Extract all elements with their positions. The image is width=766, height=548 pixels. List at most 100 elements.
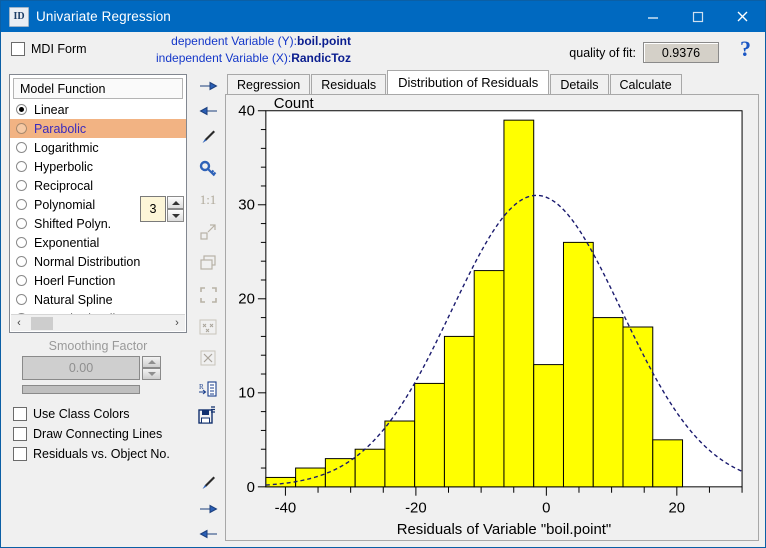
title-bar: ID Univariate Regression: [1, 1, 765, 32]
model-item-label: Polynomial: [34, 197, 96, 212]
model-item-linear[interactable]: Linear: [10, 100, 186, 119]
radio-natural-spline[interactable]: [16, 294, 27, 305]
svg-text:0: 0: [542, 501, 550, 517]
fullscreen-icon[interactable]: [193, 282, 223, 308]
arrow-left-blue-icon[interactable]: [193, 521, 223, 547]
scrollbar-track[interactable]: [27, 316, 169, 330]
polynomial-degree-value[interactable]: 3: [140, 196, 166, 222]
model-item-parabolic[interactable]: Parabolic: [10, 119, 186, 138]
pen-icon[interactable]: [193, 124, 223, 150]
radio-linear[interactable]: [16, 104, 27, 115]
radio-hoerl-function[interactable]: [16, 275, 27, 286]
svg-text:-20: -20: [405, 501, 427, 517]
display-options: Use Class Colors Draw Connecting Lines R…: [13, 404, 191, 464]
variables-info: dependent Variable (Y):boil.point indepe…: [141, 33, 351, 66]
model-item-hoerl-function[interactable]: Hoerl Function: [10, 271, 186, 290]
polynomial-degree-buttons[interactable]: [167, 196, 184, 222]
expand-arrow-icon[interactable]: [193, 219, 223, 245]
close-button[interactable]: [720, 1, 765, 32]
model-item-hyperbolic[interactable]: Hyperbolic: [10, 157, 186, 176]
independent-variable-label: independent Variable (X):: [156, 50, 292, 65]
help-icon[interactable]: ?: [740, 36, 751, 61]
save-icon[interactable]: [193, 403, 223, 429]
use-class-colors-checkbox[interactable]: [13, 407, 27, 421]
triangle-up-icon: [147, 360, 156, 364]
model-item-reciprocal[interactable]: Reciprocal: [10, 176, 186, 195]
quality-of-fit: quality of fit: 0.9376: [569, 42, 719, 63]
radio-parabolic[interactable]: [16, 123, 27, 134]
radio-logarithmic[interactable]: [16, 142, 27, 153]
tab-calculate[interactable]: Calculate: [609, 74, 682, 94]
scroll-right-icon[interactable]: ›: [175, 316, 179, 329]
model-function-items: Linear Parabolic Logarithmic Hyperbolic …: [10, 99, 186, 328]
model-item-label: Parabolic: [34, 121, 87, 136]
mdi-form-checkbox-box[interactable]: [11, 42, 25, 56]
histogram-chart: 0 10 20 30 40 -40 -20 0 20 Count Residuals of Vari…: [226, 95, 758, 540]
triangle-down-icon: [171, 213, 180, 218]
tab-distribution-of-residuals[interactable]: Distribution of Residuals: [387, 70, 550, 94]
model-item-normal-distribution[interactable]: Normal Distribution: [10, 252, 186, 271]
svg-text:Residuals of Variable "boil.po: Residuals of Variable "boil.point": [397, 522, 612, 538]
tab-regression[interactable]: Regression: [227, 74, 311, 94]
scroll-left-icon[interactable]: ‹: [17, 316, 21, 329]
radio-normal-distribution[interactable]: [16, 256, 27, 267]
option-label: Draw Connecting Lines: [33, 427, 163, 441]
main-body: Model Function Linear Parabolic Logarith…: [1, 70, 765, 547]
scrollbar-thumb[interactable]: [31, 317, 53, 330]
model-item-label: Reciprocal: [34, 178, 94, 193]
tab-residuals[interactable]: Residuals: [311, 74, 387, 94]
smoothing-factor-label: Smoothing Factor: [48, 339, 148, 353]
option-label: Use Class Colors: [33, 407, 130, 421]
radio-reciprocal[interactable]: [16, 180, 27, 191]
model-item-label: Natural Spline: [34, 292, 113, 307]
eyedropper-icon[interactable]: [193, 470, 223, 496]
minimize-button[interactable]: [630, 1, 675, 32]
svg-text:0: 0: [247, 480, 255, 496]
svg-text:40: 40: [238, 104, 255, 120]
radio-hyperbolic[interactable]: [16, 161, 27, 172]
option-residuals-vs-object-no[interactable]: Residuals vs. Object No.: [13, 444, 191, 464]
radio-polynomial[interactable]: [16, 199, 27, 210]
svg-text:20: 20: [669, 501, 686, 517]
key-icon[interactable]: [193, 156, 223, 182]
left-panel: Model Function Linear Parabolic Logarith…: [1, 70, 191, 547]
tab-details[interactable]: Details: [550, 74, 609, 94]
maximize-button[interactable]: [675, 1, 720, 32]
quality-of-fit-value: 0.9376: [643, 42, 719, 63]
svg-text:10: 10: [238, 386, 255, 402]
app-icon: ID: [9, 6, 29, 27]
model-item-label: Hyperbolic: [34, 159, 94, 174]
export-rows-icon[interactable]: R: [193, 377, 223, 403]
listbox-horizontal-scrollbar[interactable]: ‹ ›: [11, 314, 185, 331]
stepper-down-button[interactable]: [167, 209, 184, 222]
model-item-natural-spline[interactable]: Natural Spline: [10, 290, 186, 309]
model-item-polynomial[interactable]: Polynomial: [10, 195, 186, 214]
option-use-class-colors[interactable]: Use Class Colors: [13, 404, 191, 424]
delete-icon[interactable]: [193, 345, 223, 371]
option-draw-connecting-lines[interactable]: Draw Connecting Lines: [13, 424, 191, 444]
radio-exponential[interactable]: [16, 237, 27, 248]
model-item-label: Linear: [34, 102, 69, 117]
smoothing-factor-value: 0.00: [22, 356, 140, 380]
quality-of-fit-label: quality of fit:: [569, 45, 636, 60]
copy-window-icon[interactable]: [193, 251, 223, 277]
model-item-logarithmic[interactable]: Logarithmic: [10, 138, 186, 157]
smoothing-up-button: [142, 356, 161, 368]
triangle-up-icon: [171, 200, 180, 205]
model-item-shifted-polyn[interactable]: Shifted Polyn.: [10, 214, 186, 233]
residuals-vs-object-no-checkbox[interactable]: [13, 447, 27, 461]
arrow-left-icon[interactable]: [193, 99, 223, 125]
arrow-right-blue-icon[interactable]: [193, 496, 223, 522]
model-item-exponential[interactable]: Exponential: [10, 233, 186, 252]
polynomial-degree-stepper[interactable]: 3: [140, 196, 184, 222]
model-item-label: Exponential: [34, 235, 100, 250]
one-to-one-icon[interactable]: 1:1: [199, 192, 217, 208]
arrow-right-icon[interactable]: [193, 73, 223, 99]
draw-connecting-lines-checkbox[interactable]: [13, 427, 27, 441]
vertical-toolbar: 1:1 R: [191, 70, 225, 547]
select-points-icon[interactable]: [193, 314, 223, 340]
radio-shifted-polyn[interactable]: [16, 218, 27, 229]
mdi-form-checkbox[interactable]: MDI Form: [11, 42, 87, 56]
stepper-up-button[interactable]: [167, 196, 184, 209]
